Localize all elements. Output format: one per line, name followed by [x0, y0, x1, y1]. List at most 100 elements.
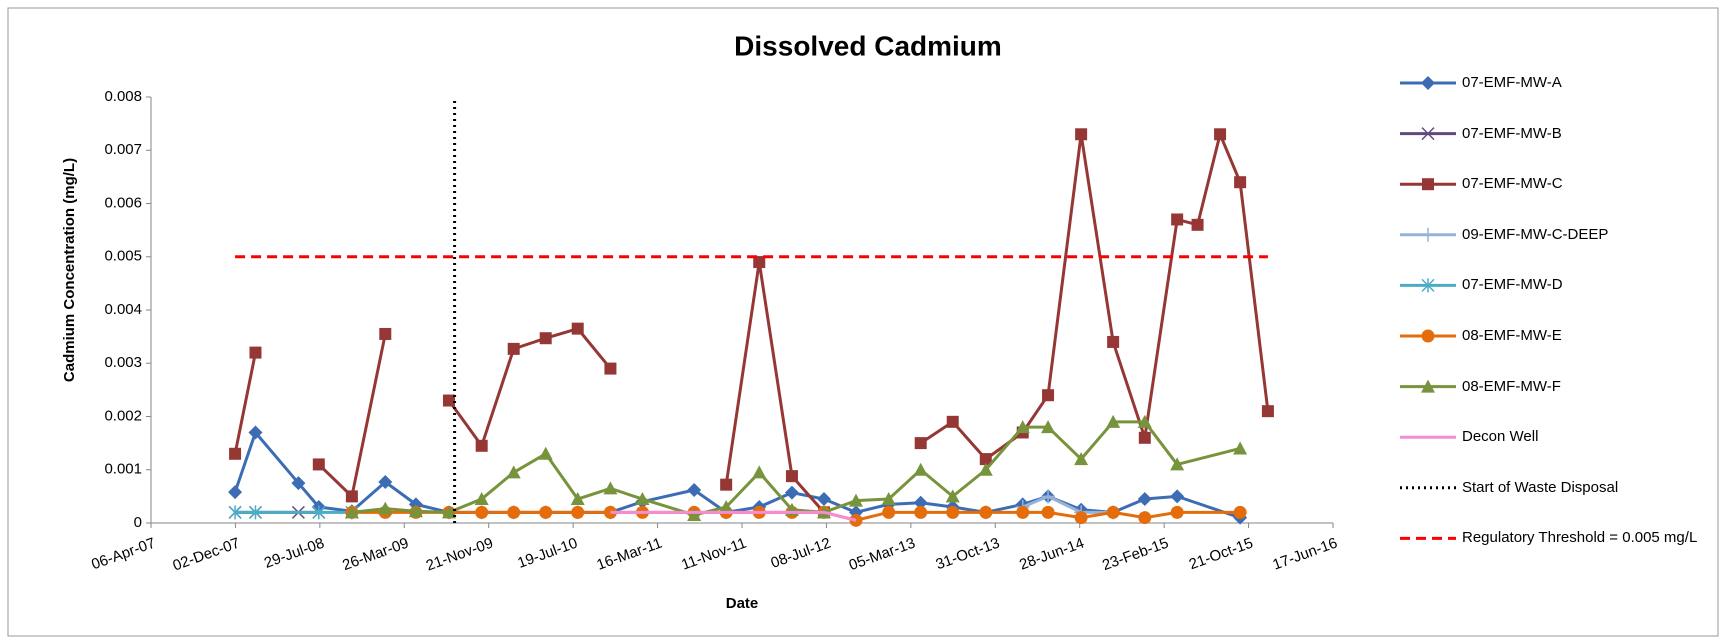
legend-item: Start of Waste Disposal	[1400, 478, 1619, 496]
legend-label: 08-EMF-MW-F	[1462, 377, 1561, 395]
marker	[378, 474, 393, 489]
marker	[475, 505, 489, 519]
marker	[1421, 329, 1435, 343]
chart-title: Dissolved Cadmium	[734, 30, 1002, 61]
marker	[378, 501, 393, 515]
marker	[1170, 457, 1185, 471]
legend-item: 07-EMF-MW-B	[1400, 124, 1562, 142]
marker	[248, 425, 263, 440]
marker	[687, 508, 702, 522]
marker	[312, 458, 325, 471]
legend-item: 09-EMF-MW-C-DEEP	[1400, 225, 1609, 243]
series-line	[610, 510, 857, 522]
marker	[1106, 505, 1120, 519]
marker	[913, 462, 928, 476]
marker	[506, 465, 521, 479]
marker	[474, 492, 489, 506]
marker	[1170, 505, 1184, 519]
legend-item: Decon Well	[1400, 428, 1538, 445]
marker	[1137, 492, 1152, 507]
y-tick-label: 0.004	[104, 301, 142, 318]
marker	[507, 505, 521, 519]
y-tick-label: 0.003	[104, 354, 142, 371]
marker	[1421, 227, 1435, 242]
legend-label: 07-EMF-MW-D	[1462, 276, 1563, 294]
marker	[1171, 213, 1184, 226]
y-axis-title: Cadmium Concentration (mg/L)	[61, 158, 78, 382]
marker	[1138, 431, 1151, 444]
legend-label: 07-EMF-MW-B	[1462, 124, 1562, 142]
legend-label-box: 07-EMF-MW-D	[1462, 276, 1563, 294]
marker	[979, 505, 993, 519]
legend-item: 08-EMF-MW-F	[1400, 377, 1561, 395]
marker	[945, 489, 960, 503]
legend-label: 07-EMF-MW-A	[1462, 74, 1562, 91]
marker	[441, 505, 456, 519]
legend-label-box: 07-EMF-MW-C	[1462, 175, 1563, 193]
marker	[1421, 127, 1435, 141]
legend-item: 07-EMF-MW-A	[1400, 74, 1562, 91]
legend-item: 07-EMF-MW-D	[1400, 276, 1563, 294]
marker	[344, 505, 359, 519]
legend-label-box: 07-EMF-MW-A	[1462, 74, 1562, 91]
marker	[1075, 128, 1088, 141]
legend-label-box: 09-EMF-MW-C-DEEP	[1462, 225, 1609, 243]
marker	[719, 500, 734, 514]
legend-label: 08-EMF-MW-E	[1462, 327, 1562, 344]
marker	[1234, 176, 1247, 189]
marker	[570, 492, 585, 506]
legend-label: 09-EMF-MW-C-DEEP	[1462, 225, 1609, 243]
marker	[1421, 76, 1435, 90]
marker	[604, 362, 617, 375]
marker	[753, 256, 766, 269]
marker	[784, 485, 799, 500]
legend-label-box: 08-EMF-MW-F	[1462, 377, 1561, 395]
marker	[946, 505, 960, 519]
marker	[475, 439, 488, 452]
marker	[571, 505, 585, 519]
marker	[914, 505, 928, 519]
marker	[345, 490, 358, 503]
marker	[785, 470, 798, 483]
marker	[1041, 489, 1056, 504]
marker	[571, 322, 584, 335]
marker	[816, 492, 831, 507]
marker	[1041, 420, 1056, 434]
marker	[978, 462, 993, 476]
y-tick-label: 0	[134, 514, 142, 531]
marker	[1041, 505, 1055, 519]
marker	[1214, 128, 1227, 141]
marker	[442, 394, 455, 407]
marker	[946, 415, 959, 428]
legend-label: 07-EMF-MW-C	[1462, 175, 1563, 193]
marker	[1074, 511, 1088, 525]
marker	[539, 505, 553, 519]
legend-label-box: Regulatory Threshold = 0.005 mg/L	[1462, 529, 1697, 546]
marker	[720, 478, 733, 491]
legend-item: 07-EMF-MW-C	[1400, 175, 1563, 193]
y-tick-label: 0.001	[104, 461, 142, 478]
x-axis-title: Date	[726, 595, 759, 612]
legend-label: Start of Waste Disposal	[1462, 478, 1619, 496]
legend-item: 08-EMF-MW-E	[1400, 327, 1562, 344]
marker	[1106, 414, 1121, 428]
marker	[312, 505, 326, 520]
marker	[1261, 405, 1274, 418]
marker	[1422, 178, 1434, 191]
marker	[1137, 414, 1152, 428]
legend-label-box: 08-EMF-MW-E	[1462, 327, 1562, 344]
marker	[1421, 379, 1435, 393]
y-tick-label: 0.008	[104, 88, 142, 105]
marker	[408, 504, 423, 518]
marker	[1138, 511, 1152, 525]
marker	[1074, 452, 1089, 466]
marker	[603, 481, 618, 495]
y-tick-label: 0.005	[104, 248, 142, 265]
marker	[848, 493, 863, 507]
y-tick-label: 0.002	[104, 407, 142, 424]
marker	[248, 505, 263, 520]
marker	[1233, 505, 1247, 519]
marker	[1421, 278, 1435, 293]
